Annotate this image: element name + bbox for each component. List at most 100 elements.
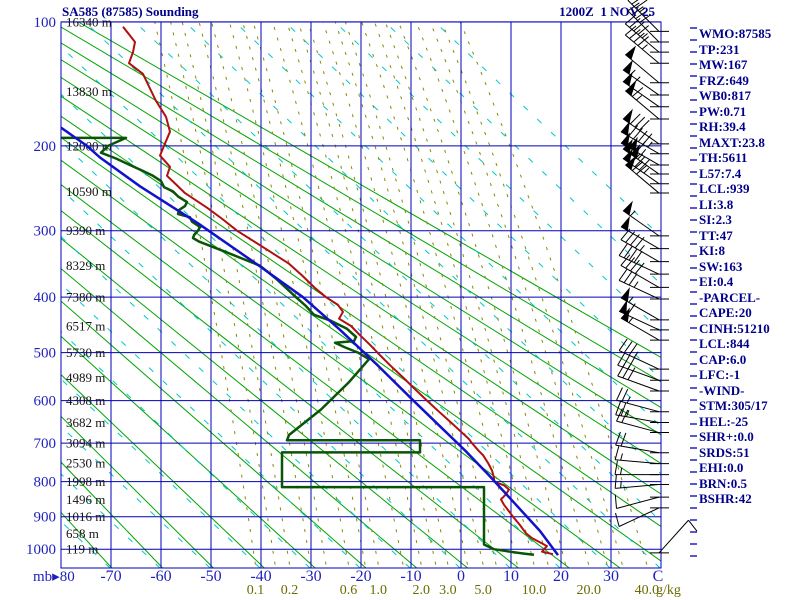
index-line: KI:8 [699, 243, 725, 258]
index-line: LCL:939 [699, 181, 750, 196]
mixing-ratio-label: 0.6 [340, 583, 358, 598]
height-label: 10590 m [66, 184, 112, 199]
index-line: L57:7.4 [699, 165, 742, 181]
pressure-label: 300 [34, 224, 57, 240]
index-line: RH:39.4 [699, 119, 746, 134]
temperature-label: 20 [553, 568, 569, 585]
temperature-label: -10 [400, 568, 421, 585]
pressure-unit-label: mb▸80 [33, 569, 75, 585]
height-label: 16340 m [66, 14, 112, 29]
dry-adiabats [61, 22, 661, 568]
index-line: PW:0.71 [699, 103, 747, 119]
indices-panel: WMO:87585 TP:231 MW:167 FRZ:649 WB0:817 PW:0.… [699, 26, 799, 507]
index-line: HEL:-25 [699, 413, 749, 429]
temperature-label: -70 [100, 568, 121, 585]
index-line: TH:5611 [699, 150, 748, 165]
height-label: 119 m [66, 542, 98, 557]
mixing-ratio-unit-label: g/kg [656, 583, 681, 598]
pressure-label: 500 [34, 346, 57, 362]
index-line: SW:163 [699, 258, 743, 274]
index-line: -WIND- [699, 382, 745, 398]
temperature-label: 0 [457, 568, 465, 585]
pressure-label: 200 [34, 139, 57, 155]
height-label: 5730 m [66, 345, 105, 360]
mixing-ratio-label: 5.0 [474, 583, 492, 598]
right-edge-ticks [690, 27, 697, 557]
index-line: EI:0.4 [699, 274, 734, 289]
mixing-ratio-label: 3.0 [439, 583, 457, 598]
mixing-ratio-label: 0.1 [247, 583, 265, 598]
mixing-ratio-label: 40.0 [635, 583, 660, 598]
index-line: STM:305/17 [699, 398, 768, 413]
index-line: SRDS:51 [699, 444, 750, 460]
height-label: 12000 m [66, 138, 112, 153]
mixing-ratio-lines [154, 22, 648, 565]
temperature-label: 10 [503, 568, 519, 585]
index-line: MW:167 [699, 57, 748, 72]
pressure-label: 700 [34, 436, 57, 452]
temperature-unit-label: C [653, 568, 664, 585]
pressure-label: 400 [34, 290, 57, 306]
index-line: EHI:0.0 [699, 460, 744, 475]
height-label: 2530 m [66, 455, 105, 470]
height-label: 3094 m [66, 436, 105, 451]
pressure-label: 1000 [26, 542, 56, 558]
temperature-label: -40 [250, 568, 271, 585]
index-line: LCL:844 [699, 336, 750, 351]
index-line: SHR+:0.0 [699, 429, 754, 444]
wind-barbs [614, 0, 698, 554]
parcel-wetbulb-trace [60, 126, 560, 556]
mixing-ratio-label: 1.0 [370, 583, 388, 598]
temperature-label: 30 [603, 568, 619, 585]
height-label: 4308 m [66, 393, 105, 408]
pressure-label: 100 [34, 15, 57, 31]
height-label: 1016 m [66, 509, 105, 524]
height-label: 4989 m [66, 370, 105, 385]
height-label: 1496 m [66, 492, 105, 507]
temperature-label: -60 [150, 568, 171, 585]
index-line: BRN:0.5 [699, 475, 748, 491]
page-title: SA585 (87585) Sounding [62, 4, 199, 19]
temperature-label: -30 [300, 568, 321, 585]
pressure-label: 600 [34, 394, 57, 410]
index-line: LI:3.8 [699, 196, 734, 212]
index-line: LFC:-1 [699, 367, 741, 382]
traces [60, 26, 560, 557]
pressure-label: 900 [34, 510, 57, 526]
dewpoint-trace [61, 136, 535, 557]
index-line: WMO:87585 [699, 26, 772, 41]
index-line: TP:231 [699, 41, 740, 57]
height-label: 3682 m [66, 415, 105, 430]
height-label: 6517 m [66, 318, 105, 333]
index-line: TT:47 [699, 227, 733, 243]
index-line: CAP:6.0 [699, 351, 747, 367]
index-line: SI:2.3 [699, 212, 732, 227]
index-line: CAPE:20 [699, 305, 752, 320]
height-label: 1998 m [66, 474, 105, 489]
index-line: -PARCEL- [699, 289, 761, 305]
height-label: 8329 m [66, 258, 105, 273]
mixing-ratio-label: 2.0 [412, 583, 430, 598]
sounding-datetime: 1200Z 1 NOV 25 [559, 4, 655, 19]
index-line: WB0:817 [699, 88, 751, 103]
pressure-temperature-grid [60, 21, 662, 569]
index-line: MAXT:23.8 [699, 134, 765, 150]
mixing-ratio-label: 20.0 [576, 583, 601, 598]
temperature-trace [122, 26, 554, 556]
temperature-label: -50 [200, 568, 221, 585]
pressure-label: 800 [34, 475, 57, 491]
height-label: 658 m [66, 526, 99, 541]
mixing-ratio-label: 10.0 [522, 583, 547, 598]
height-label: 9390 m [66, 223, 105, 238]
height-labels: 16340 m 13830 m 12000 m 10590 m 9390 m 8329 m… [66, 14, 112, 556]
index-line: BSHR:42 [699, 491, 752, 506]
index-line: FRZ:649 [699, 72, 749, 88]
temperature-label: -20 [350, 568, 371, 585]
height-label: 13830 m [66, 84, 112, 99]
index-line: CINH:51210 [699, 320, 770, 336]
height-label: 7380 m [66, 290, 105, 305]
mixing-ratio-label: 0.2 [281, 583, 299, 598]
